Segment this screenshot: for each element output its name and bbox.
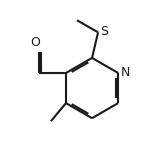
Text: S: S bbox=[100, 25, 108, 38]
Text: N: N bbox=[121, 66, 131, 79]
Text: O: O bbox=[31, 36, 41, 49]
